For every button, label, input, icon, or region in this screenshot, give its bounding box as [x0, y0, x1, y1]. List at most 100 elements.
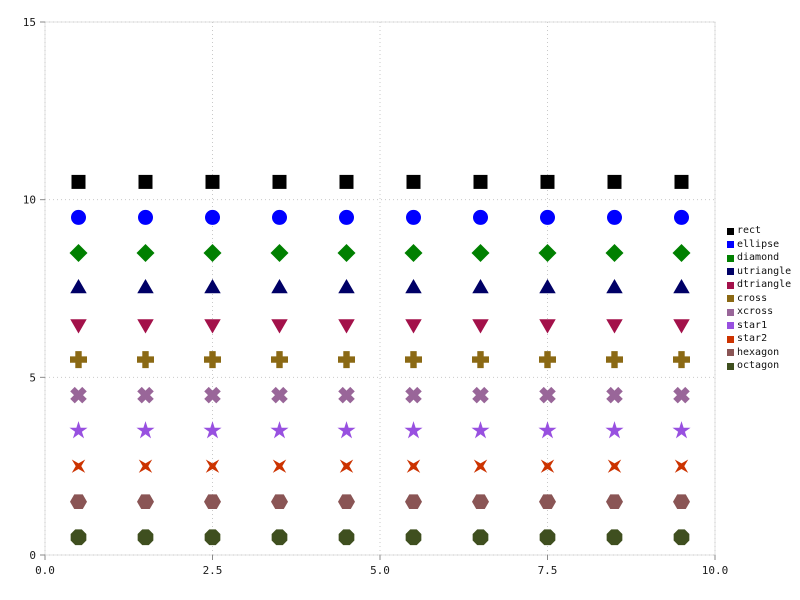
marker-diamond: [270, 243, 289, 262]
marker-dtriangle: [539, 319, 556, 334]
legend-item-hexagon: hexagon: [727, 346, 791, 360]
marker-diamond: [69, 243, 88, 262]
legend-item-ellipse: ellipse: [727, 238, 791, 252]
marker-utriangle: [137, 279, 154, 294]
marker-star2: [540, 459, 555, 473]
marker-xcross: [472, 386, 489, 404]
marker-star2: [607, 459, 622, 473]
legend-label: ellipse: [737, 238, 780, 250]
marker-dtriangle: [472, 319, 489, 334]
marker-hexagon: [539, 494, 556, 510]
marker-star1: [404, 421, 423, 439]
marker-diamond: [605, 243, 624, 262]
marker-diamond: [136, 243, 155, 262]
marker-rect: [272, 174, 287, 189]
marker-dtriangle: [338, 319, 355, 334]
y-tick-label: 10: [23, 194, 36, 207]
marker-star2: [138, 459, 153, 473]
legend-label: hexagon: [737, 346, 780, 358]
marker-hexagon: [271, 494, 288, 510]
legend-item-star2: star2: [727, 332, 791, 346]
marker-cross: [472, 351, 489, 369]
marker-dtriangle: [673, 319, 690, 334]
marker-hexagon: [606, 494, 623, 510]
marker-dtriangle: [405, 319, 422, 334]
marker-utriangle: [338, 279, 355, 294]
marker-octagon: [472, 529, 489, 546]
marker-utriangle: [70, 279, 87, 294]
marker-xcross: [539, 386, 556, 404]
marker-star1: [136, 421, 155, 439]
marker-octagon: [70, 529, 87, 546]
legend: rect ellipse diamond utriangle dtriangle cros…: [727, 224, 791, 373]
legend-swatch: [727, 281, 734, 289]
marker-ellipse: [272, 209, 287, 225]
marker-cross: [673, 351, 690, 369]
marker-dtriangle: [271, 319, 288, 334]
marker-hexagon: [472, 494, 489, 510]
marker-cross: [405, 351, 422, 369]
marker-cross: [539, 351, 556, 369]
marker-ellipse: [406, 209, 421, 225]
marker-octagon: [606, 529, 623, 546]
legend-swatch: [727, 295, 734, 302]
marker-ellipse: [540, 209, 555, 225]
marker-utriangle: [204, 279, 221, 294]
y-tick-label: 0: [29, 549, 36, 562]
marker-diamond: [337, 243, 356, 262]
marker-star1: [337, 421, 356, 439]
marker-utriangle: [405, 279, 422, 294]
marker-dtriangle: [204, 319, 221, 334]
marker-hexagon: [137, 494, 154, 510]
marker-cross: [204, 351, 221, 369]
legend-label: xcross: [737, 306, 774, 318]
marker-hexagon: [673, 494, 690, 510]
legend-label: rect: [737, 225, 762, 237]
x-tick-label: 0.0: [35, 564, 55, 577]
marker-ellipse: [473, 209, 488, 225]
marker-diamond: [404, 243, 423, 262]
marker-rect: [138, 174, 153, 189]
marker-utriangle: [472, 279, 489, 294]
marker-star2: [339, 459, 354, 473]
marker-hexagon: [204, 494, 221, 510]
marker-rect: [71, 174, 86, 189]
marker-dtriangle: [70, 319, 87, 334]
marker-star2: [674, 459, 689, 473]
marker-rect: [339, 174, 354, 189]
marker-octagon: [137, 529, 154, 546]
legend-item-utriangle: utriangle: [727, 265, 791, 279]
marker-utriangle: [606, 279, 623, 294]
marker-star1: [69, 421, 88, 439]
marker-rect: [674, 174, 689, 189]
x-tick-label: 7.5: [538, 564, 558, 577]
marker-octagon: [204, 529, 221, 546]
legend-swatch: [727, 362, 734, 370]
marker-ellipse: [71, 209, 86, 225]
marker-rect: [607, 174, 622, 189]
marker-xcross: [606, 386, 623, 404]
legend-swatch: [727, 227, 734, 235]
legend-swatch: [727, 322, 734, 329]
marker-cross: [137, 351, 154, 369]
marker-cross: [70, 351, 87, 369]
marker-rect: [205, 174, 220, 189]
marker-cross: [271, 351, 288, 369]
marker-star2: [406, 459, 421, 473]
marker-dtriangle: [606, 319, 623, 334]
marker-star1: [471, 421, 490, 439]
marker-xcross: [338, 386, 355, 404]
marker-ellipse: [339, 209, 354, 225]
marker-xcross: [271, 386, 288, 404]
marker-xcross: [405, 386, 422, 404]
marker-star2: [473, 459, 488, 473]
marker-octagon: [673, 529, 690, 546]
x-tick-label: 2.5: [203, 564, 223, 577]
marker-diamond: [672, 243, 691, 262]
legend-label: star1: [737, 319, 768, 331]
legend-item-xcross: xcross: [727, 305, 791, 319]
marker-diamond: [203, 243, 222, 262]
legend-swatch: [727, 241, 734, 248]
